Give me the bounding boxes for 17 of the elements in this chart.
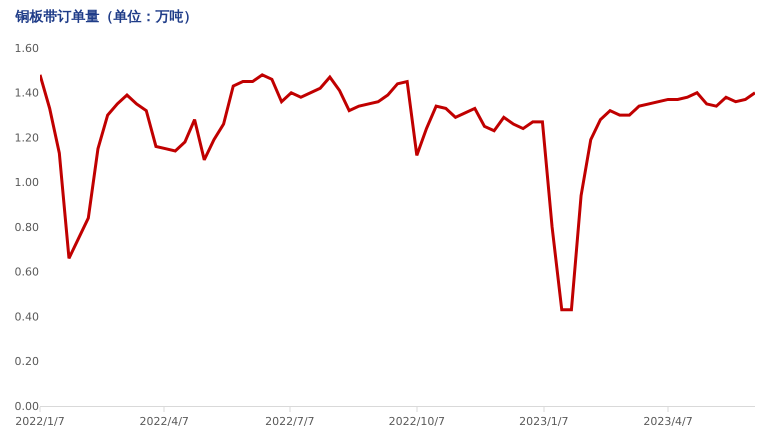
y-tick-label: 0.00 (14, 400, 39, 413)
y-tick-label: 1.20 (14, 131, 39, 144)
y-tick-label: 0.20 (14, 355, 39, 368)
x-tick-label: 2022/1/7 (15, 415, 65, 428)
x-tick-label: 2023/4/7 (643, 415, 693, 428)
line-series (40, 73, 755, 312)
y-tick-label: 1.60 (14, 42, 39, 55)
y-tick-label: 0.40 (14, 310, 39, 324)
x-tick-label: 2022/7/7 (265, 415, 315, 428)
chart-title: 铜板带订单量（单位：万吨） (14, 8, 198, 25)
y-tick-label: 0.80 (14, 220, 39, 234)
y-tick-label: 1.00 (14, 176, 39, 190)
y-tick-label: 1.40 (14, 86, 39, 100)
x-tick-label: 2022/10/7 (388, 415, 446, 428)
x-tick-label: 2022/4/7 (140, 415, 189, 428)
y-tick-label: 0.60 (14, 266, 39, 279)
x-tick-label: 2023/1/7 (519, 415, 569, 428)
